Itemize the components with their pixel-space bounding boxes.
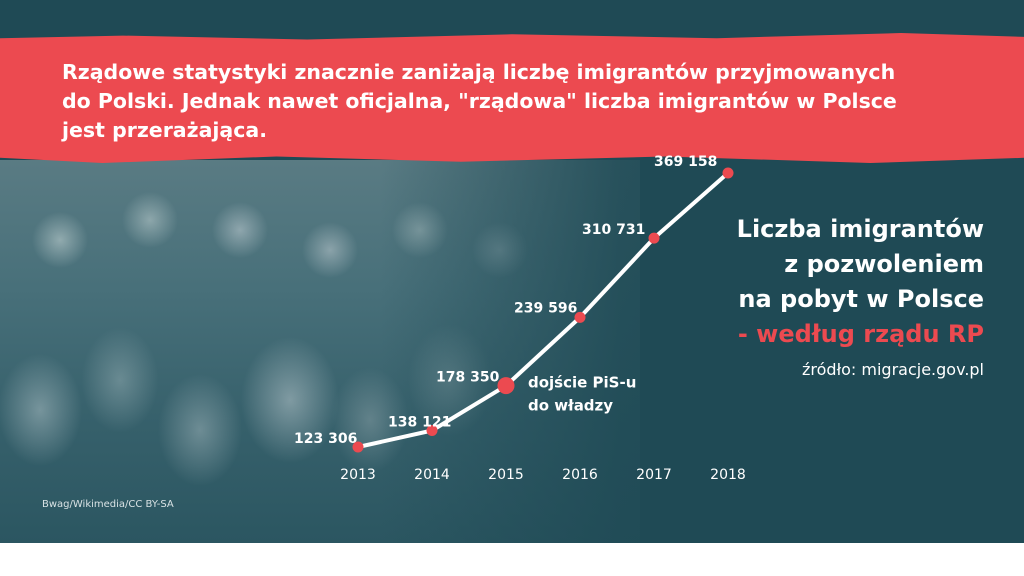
headline: Rządowe statystyki znacznie zaniżają lic… [62, 58, 962, 145]
data-value-label: 369 158 [654, 154, 717, 170]
data-value-label: 310 731 [582, 222, 645, 238]
series-line [356, 171, 730, 449]
headline-line-3: jest przerażająca. [62, 118, 268, 142]
photo-credit: Bwag/Wikimedia/CC BY-SA [42, 499, 174, 510]
chart-title-line-2: z pozwoleniem [784, 250, 984, 278]
x-tick-label: 2013 [340, 467, 376, 483]
annotation-label: do władzy [528, 397, 613, 415]
data-point [648, 232, 660, 244]
data-point [722, 167, 734, 179]
x-tick-label: 2014 [414, 467, 450, 483]
chart-title-block: Liczba imigrantów z pozwoleniem na pobyt… [654, 212, 984, 379]
data-value-label: 178 350 [436, 370, 500, 386]
infographic-card: Rządowe statystyki znacznie zaniżają lic… [0, 0, 1024, 543]
x-tick-label: 2017 [636, 467, 672, 483]
headline-line-1: Rządowe statystyki znacznie zaniżają lic… [62, 60, 896, 84]
photo-overlay [380, 150, 780, 543]
data-point [574, 311, 586, 323]
annotation-label: dojście PiS-u [528, 374, 636, 392]
source-label: źródło: migracje.gov.pl [802, 360, 984, 379]
header-banner [0, 33, 1024, 163]
chart-title-line-3: na pobyt w Polsce [738, 285, 984, 313]
chart-title-line-1: Liczba imigrantów [736, 215, 984, 243]
immigrants-line-chart: 2013 2014 2015 2016 2017 2018 123 306 138 121 17… [294, 154, 746, 483]
data-value-label: 138 121 [388, 414, 451, 430]
data-value-label: 123 306 [294, 431, 357, 447]
chart-title-highlight: - według rządu RP [737, 320, 984, 348]
data-point [426, 424, 438, 436]
headline-line-2: do Polski. Jednak nawet oficjalna, "rząd… [62, 89, 897, 113]
data-point [497, 377, 515, 395]
x-tick-label: 2018 [710, 467, 746, 483]
x-tick-label: 2015 [488, 467, 524, 483]
x-tick-label: 2016 [562, 467, 598, 483]
data-value-label: 239 596 [514, 300, 577, 316]
data-point [352, 441, 364, 453]
